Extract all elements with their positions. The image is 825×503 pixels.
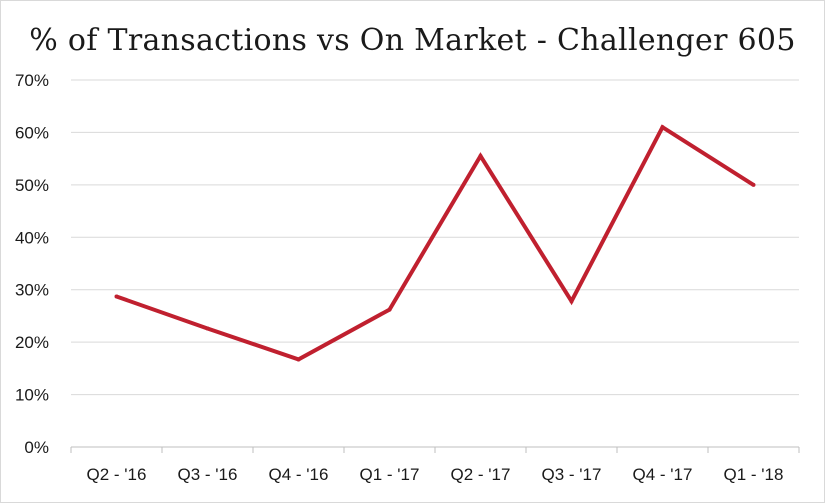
data-point <box>114 294 119 299</box>
x-tick-label: Q3 - '17 <box>542 465 602 484</box>
y-tick-label: 20% <box>15 333 49 352</box>
y-tick-label: 60% <box>15 123 49 142</box>
x-tick-label: Q1 - '17 <box>360 465 420 484</box>
data-point <box>296 357 301 362</box>
chart-title: % of Transactions vs On Market - Challen… <box>29 23 796 58</box>
data-point <box>387 307 392 312</box>
series-layer <box>114 124 756 362</box>
data-point <box>751 182 756 187</box>
y-tick-label: 0% <box>24 438 49 457</box>
data-point <box>660 125 665 130</box>
y-tick-label: 70% <box>15 71 49 90</box>
x-tick-label: Q4 - '17 <box>633 465 693 484</box>
data-point <box>205 326 210 331</box>
x-tick-label: Q3 - '16 <box>178 465 238 484</box>
y-tick-label: 50% <box>15 176 49 195</box>
y-axis-tick-labels: 0% 10% 20% 30% 40% 50% 60% 70% <box>15 71 49 457</box>
x-axis-tick-labels: Q2 - '16 Q3 - '16 Q4 - '16 Q1 - '17 Q2 - '17… <box>87 465 784 484</box>
series-line <box>115 124 755 362</box>
x-axis <box>70 446 800 453</box>
data-point <box>569 299 574 304</box>
x-tick-label: Q2 - '16 <box>87 465 147 484</box>
x-tick-label: Q4 - '16 <box>269 465 329 484</box>
data-point <box>478 154 483 159</box>
y-tick-label: 40% <box>15 228 49 247</box>
gridlines <box>71 79 799 396</box>
y-tick-label: 10% <box>15 386 49 405</box>
y-tick-label: 30% <box>15 281 49 300</box>
x-tick-label: Q2 - '17 <box>451 465 511 484</box>
x-tick-label: Q1 - '18 <box>724 465 784 484</box>
